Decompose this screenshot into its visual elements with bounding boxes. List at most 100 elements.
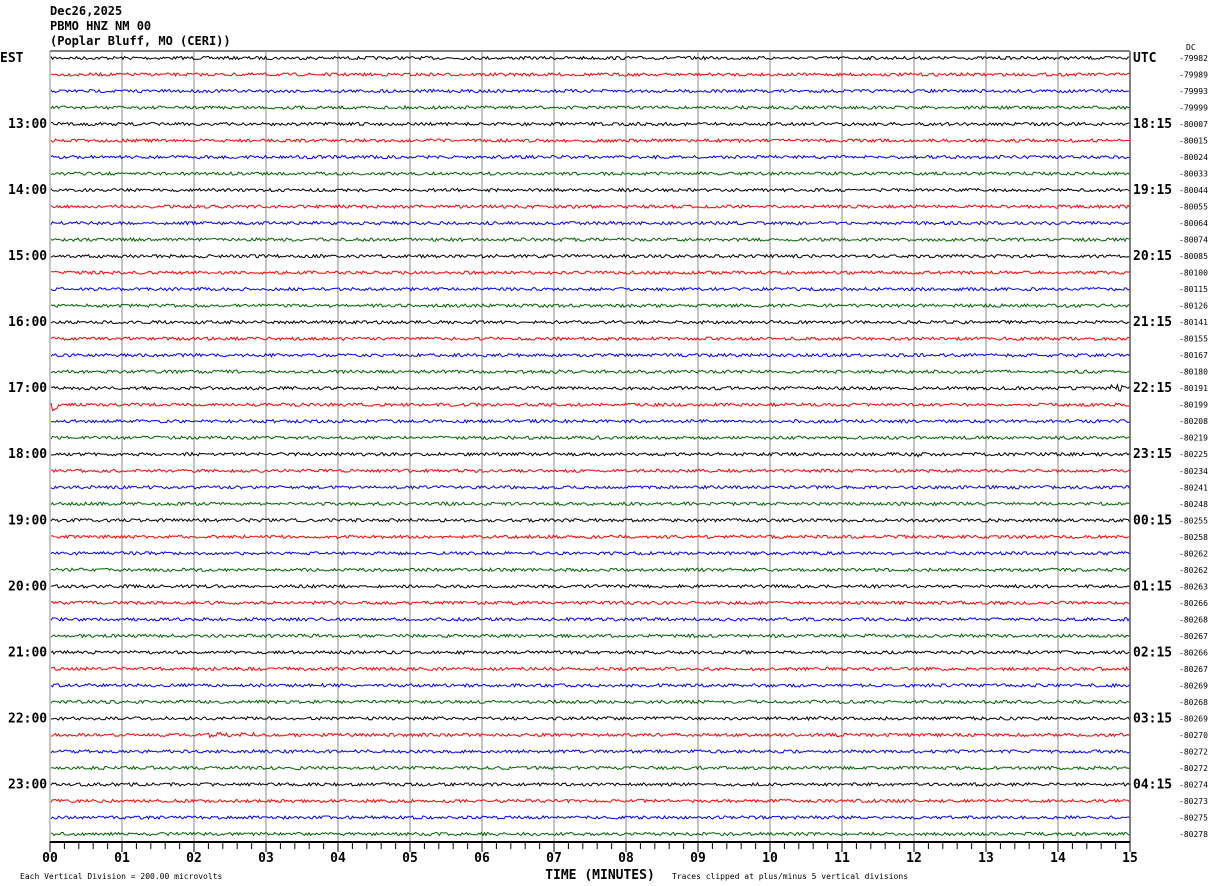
x-tick-label: 12 bbox=[906, 851, 922, 866]
dc-offset-label: -80033 bbox=[1179, 170, 1208, 179]
dc-offset-label: -80262 bbox=[1179, 549, 1208, 558]
est-hour-label: 19:00 bbox=[8, 513, 47, 528]
dc-offset-label: -80155 bbox=[1179, 335, 1208, 344]
dc-offset-label: -80074 bbox=[1179, 236, 1208, 245]
trace-row-0 bbox=[50, 55, 1130, 61]
dc-offset-label: -79989 bbox=[1179, 71, 1208, 80]
trace-row-11 bbox=[50, 237, 1130, 243]
clip-note: Traces clipped at plus/minus 5 vertical … bbox=[672, 872, 908, 881]
trace-row-27 bbox=[50, 501, 1130, 507]
trace-row-20 bbox=[50, 383, 1130, 392]
dc-offset-label: -80268 bbox=[1179, 615, 1208, 624]
trace-row-8 bbox=[50, 187, 1130, 193]
trace-row-3 bbox=[50, 104, 1130, 111]
utc-hour-label: 20:15 bbox=[1133, 249, 1172, 264]
trace-row-35 bbox=[50, 633, 1130, 639]
dc-offset-label: -80270 bbox=[1179, 731, 1208, 740]
dc-offset-label: -80258 bbox=[1179, 533, 1208, 542]
trace-row-19 bbox=[50, 369, 1130, 375]
trace-row-4 bbox=[50, 121, 1130, 127]
trace-row-17 bbox=[50, 336, 1130, 342]
x-tick-label: 13 bbox=[978, 851, 994, 866]
trace-row-22 bbox=[51, 418, 1130, 424]
trace-row-12 bbox=[50, 253, 1130, 259]
trace-row-41 bbox=[50, 731, 1130, 739]
dc-offset-label: -80255 bbox=[1179, 516, 1208, 525]
location-title: (Poplar Bluff, MO (CERI)) bbox=[50, 34, 231, 48]
dc-offset-label: -80241 bbox=[1179, 483, 1208, 492]
trace-row-40 bbox=[50, 715, 1130, 722]
est-hour-label: 22:00 bbox=[8, 711, 47, 726]
dc-offset-label: -80272 bbox=[1179, 747, 1208, 756]
est-hour-label: 13:00 bbox=[8, 117, 47, 132]
dc-offset-label: -80007 bbox=[1179, 120, 1208, 129]
trace-row-13 bbox=[50, 270, 1130, 276]
dc-offset-label: -80191 bbox=[1179, 384, 1208, 393]
dc-header-label: DC bbox=[1186, 43, 1196, 52]
scale-note: Each Vertical Division = 200.00 microvol… bbox=[20, 872, 222, 881]
trace-row-47 bbox=[50, 831, 1130, 837]
est-hour-label: 18:00 bbox=[8, 447, 47, 462]
trace-row-7 bbox=[50, 170, 1130, 177]
est-hour-label: 21:00 bbox=[8, 645, 47, 660]
x-tick-label: 06 bbox=[474, 851, 490, 866]
x-tick-label: 01 bbox=[114, 851, 130, 866]
trace-row-26 bbox=[50, 484, 1130, 490]
est-hour-label: 16:00 bbox=[8, 315, 47, 330]
dc-offset-label: -80044 bbox=[1179, 186, 1208, 195]
x-tick-label: 14 bbox=[1050, 851, 1066, 866]
dc-offset-label: -80055 bbox=[1179, 203, 1208, 212]
dc-offset-label: -80272 bbox=[1179, 764, 1208, 773]
trace-row-23 bbox=[50, 435, 1130, 441]
trace-row-37 bbox=[50, 666, 1130, 672]
trace-row-42 bbox=[50, 748, 1130, 754]
dc-offset-label: -80064 bbox=[1179, 219, 1208, 228]
utc-hour-label: UTC bbox=[1133, 51, 1156, 66]
x-tick-label: 04 bbox=[330, 851, 346, 866]
dc-offset-label: -79993 bbox=[1179, 87, 1208, 96]
dc-offset-label: -80085 bbox=[1179, 252, 1208, 261]
utc-hour-label: 19:15 bbox=[1133, 183, 1172, 198]
dc-offset-label: -80208 bbox=[1179, 417, 1208, 426]
trace-row-15 bbox=[50, 303, 1130, 309]
dc-offset-label: -79982 bbox=[1179, 54, 1208, 63]
est-hour-label: 20:00 bbox=[8, 579, 47, 594]
est-hour-label: EST bbox=[0, 51, 24, 66]
dc-offset-label: -80269 bbox=[1179, 714, 1208, 723]
dc-offset-label: -80274 bbox=[1179, 780, 1208, 789]
dc-offset-label: -80266 bbox=[1179, 648, 1208, 657]
dc-offset-label: -80126 bbox=[1179, 302, 1208, 311]
x-tick-label: 11 bbox=[834, 851, 850, 866]
est-hour-label: 17:00 bbox=[8, 381, 47, 396]
dc-offset-label: -80225 bbox=[1179, 450, 1208, 459]
utc-hour-label: 22:15 bbox=[1133, 381, 1172, 396]
trace-row-16 bbox=[50, 319, 1130, 325]
dc-offset-label: -80267 bbox=[1179, 632, 1208, 641]
trace-row-9 bbox=[50, 203, 1130, 210]
x-tick-label: 08 bbox=[618, 851, 634, 866]
est-hour-label: 23:00 bbox=[8, 777, 47, 792]
dc-offset-label: -80180 bbox=[1179, 368, 1208, 377]
trace-row-29 bbox=[50, 534, 1130, 540]
trace-row-5 bbox=[50, 137, 1130, 144]
trace-row-24 bbox=[50, 451, 1130, 458]
trace-row-32 bbox=[50, 583, 1130, 589]
est-hour-label: 15:00 bbox=[8, 249, 47, 264]
trace-row-6 bbox=[50, 154, 1130, 160]
x-tick-label: 07 bbox=[546, 851, 562, 866]
dc-offset-label: -80248 bbox=[1179, 500, 1208, 509]
dc-offset-label: -80167 bbox=[1179, 351, 1208, 360]
trace-row-14 bbox=[50, 286, 1130, 292]
dc-offset-label: -80269 bbox=[1179, 681, 1208, 690]
dc-offset-label: -80263 bbox=[1179, 582, 1208, 591]
x-tick-label: 10 bbox=[762, 851, 778, 866]
trace-row-46 bbox=[50, 814, 1130, 821]
x-tick-label: 09 bbox=[690, 851, 706, 866]
station-title: PBMO HNZ NM 00 bbox=[50, 19, 152, 33]
trace-row-25 bbox=[50, 468, 1130, 474]
dc-offset-label: -80275 bbox=[1179, 813, 1208, 822]
trace-row-43 bbox=[50, 765, 1130, 771]
date-title: Dec26,2025 bbox=[50, 4, 123, 18]
dc-offset-label: -80273 bbox=[1179, 797, 1208, 806]
